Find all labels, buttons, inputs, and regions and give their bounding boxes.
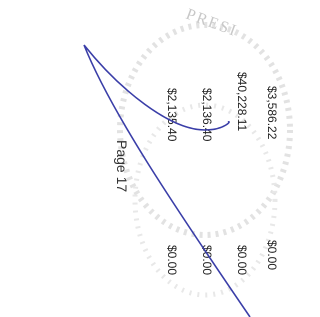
amount: $40,228.11	[235, 72, 249, 131]
amount: $3,586.22	[265, 86, 279, 140]
zero-amount: $0.00	[265, 240, 279, 270]
amount: $2,135.40	[165, 88, 179, 142]
page-label: Page 17	[114, 140, 130, 192]
zero-amount: $0.00	[235, 245, 249, 275]
amount: $2,136.40	[200, 88, 214, 142]
zero-amount: $0.00	[165, 245, 179, 275]
document-page: PRESI $3,586.22$40,228.11$2,136.40$2,135…	[0, 0, 302, 317]
